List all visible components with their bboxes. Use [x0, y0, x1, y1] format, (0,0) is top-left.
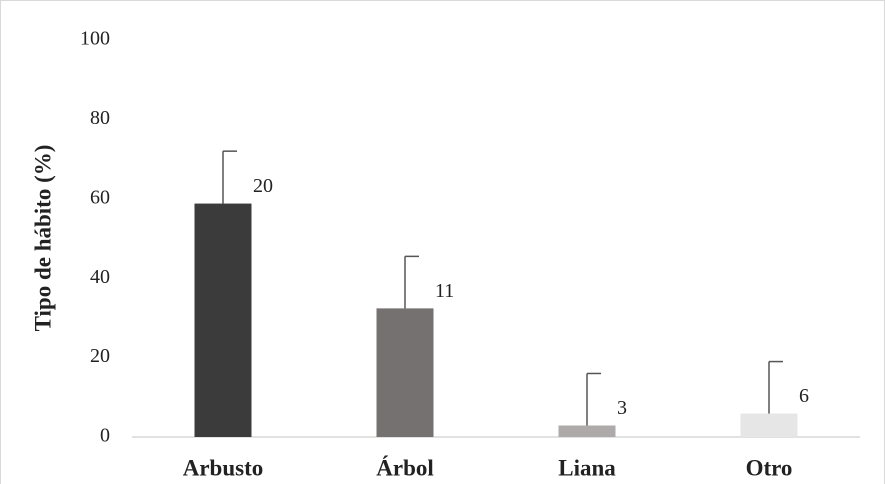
y-tick-label: 0 — [100, 425, 110, 447]
count-label: 20 — [253, 175, 273, 197]
y-tick-label: 60 — [90, 186, 110, 208]
bar — [740, 413, 798, 437]
x-tick-label: Otro — [746, 455, 793, 480]
bar — [376, 308, 434, 437]
y-tick-label: 80 — [90, 107, 110, 129]
count-label: 11 — [435, 280, 454, 302]
y-tick-label: 20 — [90, 345, 110, 367]
x-tick-label: Árbol — [376, 455, 434, 480]
bar — [194, 203, 252, 437]
count-label: 3 — [617, 397, 627, 419]
x-tick-label: Arbusto — [183, 455, 264, 480]
x-tick-label: Liana — [558, 455, 616, 480]
y-tick-label: 100 — [80, 28, 110, 50]
y-tick-label: 40 — [90, 266, 110, 288]
y-axis-label: Tipo de hábito (%) — [30, 145, 55, 332]
count-label: 6 — [799, 385, 809, 407]
bar — [558, 425, 616, 437]
